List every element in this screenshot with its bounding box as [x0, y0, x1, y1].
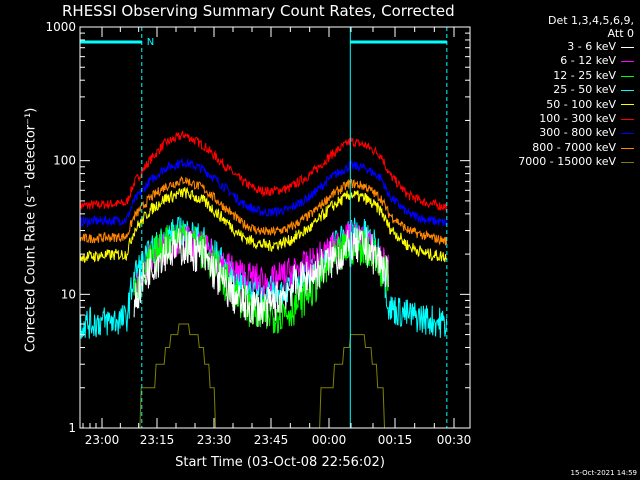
- x-tick-label-6: 00:30: [437, 433, 472, 447]
- y-tick-label-3: 1000: [45, 20, 76, 34]
- series-100-300-kev: [79, 130, 448, 212]
- legend-label: 3 - 6 keV: [567, 40, 616, 53]
- legend-label: 100 - 300 keV: [539, 112, 616, 126]
- legend-swatch: [621, 161, 634, 163]
- series-3-6-kev: [133, 227, 389, 328]
- legend-swatch: [621, 46, 634, 48]
- detector-info: Det 1,3,4,5,6,9, Att 0: [548, 14, 634, 40]
- legend-item: 25 - 50 keV: [518, 83, 634, 97]
- generation-timestamp: 15-Oct-2021 14:59: [570, 469, 637, 477]
- legend-label: 300 - 800 keV: [539, 126, 616, 140]
- y-tick-label-2: 100: [53, 154, 76, 168]
- chart-title: RHESSI Observing Summary Count Rates, Co…: [62, 2, 455, 20]
- legend-label: 7000 - 15000 keV: [518, 155, 616, 169]
- x-tick-label-1: 23:15: [140, 433, 175, 447]
- series-7000-15000-kev: [126, 323, 389, 429]
- flag-bar-label-0: N: [147, 37, 154, 48]
- y-axis-label: Corrected Count Rate (s⁻¹ detector⁻¹): [23, 107, 39, 353]
- series-6-12-kev: [133, 221, 389, 300]
- legend-item: 3 - 6 keV: [518, 40, 634, 54]
- legend-label: 12 - 25 keV: [553, 68, 616, 82]
- legend-swatch: [621, 75, 634, 77]
- series-50-100-kev: [79, 186, 448, 263]
- legend-swatch: [621, 61, 634, 63]
- legend-item: 300 - 800 keV: [518, 126, 634, 140]
- legend-label: 50 - 100 keV: [546, 97, 616, 111]
- attenuator-state: Att 0: [607, 27, 634, 40]
- x-tick-label-3: 23:45: [254, 433, 289, 447]
- legend-swatch: [621, 147, 634, 149]
- series-300-800-kev: [79, 158, 448, 228]
- y-tick-label-0: 1: [68, 421, 76, 435]
- x-axis-label: Start Time (03-Oct-08 22:56:02): [175, 455, 385, 470]
- legend-item: 50 - 100 keV: [518, 98, 634, 112]
- x-tick-label-0: 23:00: [85, 433, 120, 447]
- legend-item: 12 - 25 keV: [518, 69, 634, 83]
- x-tick-label-5: 00:15: [378, 433, 413, 447]
- legend-swatch: [621, 118, 634, 120]
- legend-label: 25 - 50 keV: [553, 83, 616, 97]
- legend: 3 - 6 keV 6 - 12 keV 12 - 25 keV 25 - 50 ke…: [518, 40, 634, 170]
- series-800-7000-kev: [79, 176, 448, 246]
- legend-item: 100 - 300 keV: [518, 112, 634, 126]
- legend-swatch: [621, 133, 634, 135]
- legend-swatch: [621, 104, 634, 106]
- legend-item: 6 - 12 keV: [518, 54, 634, 68]
- legend-label: 800 - 7000 keV: [532, 140, 616, 154]
- y-tick-label-1: 10: [61, 287, 76, 301]
- detector-list: Det 1,3,4,5,6,9,: [547, 14, 634, 27]
- legend-label: 6 - 12 keV: [560, 54, 616, 68]
- plot-frame: [79, 26, 471, 429]
- x-tick-label-4: 00:00: [312, 433, 347, 447]
- legend-item: 800 - 7000 keV: [518, 141, 634, 155]
- legend-item: 7000 - 15000 keV: [518, 155, 634, 169]
- legend-swatch: [621, 89, 634, 91]
- x-tick-label-2: 23:30: [197, 433, 232, 447]
